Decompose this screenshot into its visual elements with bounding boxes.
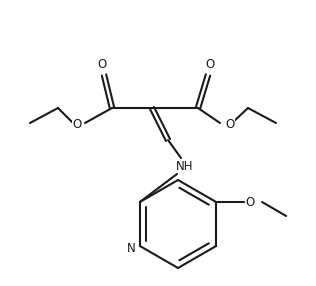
Text: N: N — [126, 243, 135, 255]
Text: NH: NH — [176, 160, 194, 172]
Text: O: O — [225, 118, 234, 132]
Text: O: O — [246, 196, 255, 208]
Text: O: O — [72, 118, 82, 132]
Text: O: O — [97, 59, 106, 72]
Text: O: O — [205, 59, 215, 72]
